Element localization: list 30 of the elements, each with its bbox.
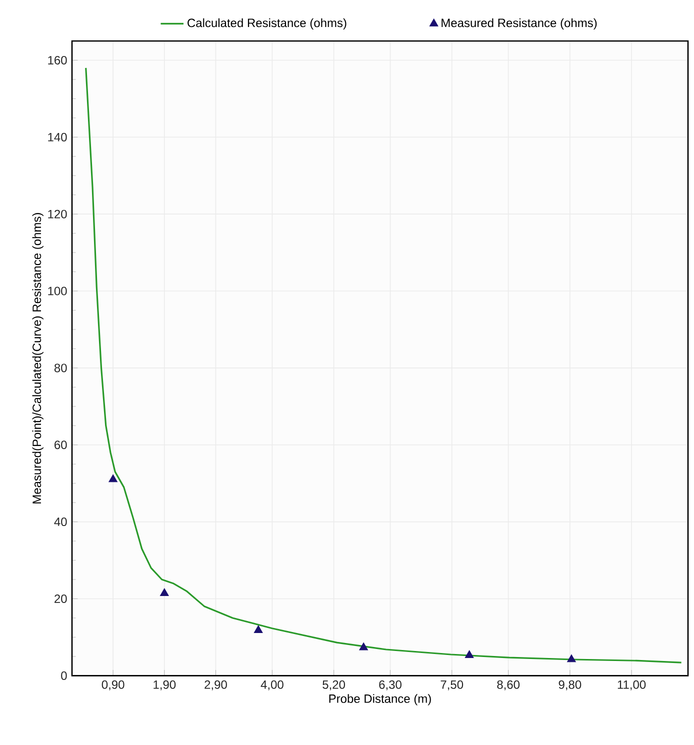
point <box>464 650 474 658</box>
point <box>108 474 118 482</box>
point <box>160 588 169 596</box>
x-tick-label: 9,80 <box>558 680 582 690</box>
y-tick-label: 0 <box>61 671 67 680</box>
point <box>254 625 263 633</box>
y-tick-label: 60 <box>54 440 67 450</box>
x-tick-label: 0,90 <box>102 680 124 690</box>
x-tick-label: 5,20 <box>322 680 346 690</box>
y-axis-title: Measured(Point)/Calculated(Curve) Resistance (ohms) <box>32 213 44 504</box>
legend-label: Measured Resistance (ohms) <box>442 18 597 30</box>
x-tick-label: 2,90 <box>204 680 227 690</box>
x-tick-label: 1,90 <box>154 680 176 690</box>
y-tick-label: 100 <box>48 286 67 296</box>
x-tick-label: 11,00 <box>618 680 646 690</box>
x-tick-label: 4,00 <box>260 680 284 690</box>
x-tick-label: 6,30 <box>379 680 402 690</box>
point <box>567 654 576 662</box>
x-tick-label: 8,60 <box>497 680 520 690</box>
y-tick-label: 20 <box>54 594 67 603</box>
y-tick-label: 80 <box>54 364 67 372</box>
y-tick-label: 120 <box>48 210 67 218</box>
legend-label: Calculated Resistance (ohms) <box>188 18 346 30</box>
y-tick-label: 140 <box>48 132 67 142</box>
y-tick-label: 40 <box>54 518 67 526</box>
point <box>359 642 368 650</box>
y-tick-label: 160 <box>48 56 67 64</box>
x-axis-title: Probe Distance (m) <box>329 694 431 706</box>
x-tick-label: 7,50 <box>440 680 464 690</box>
line-series <box>85 67 682 664</box>
